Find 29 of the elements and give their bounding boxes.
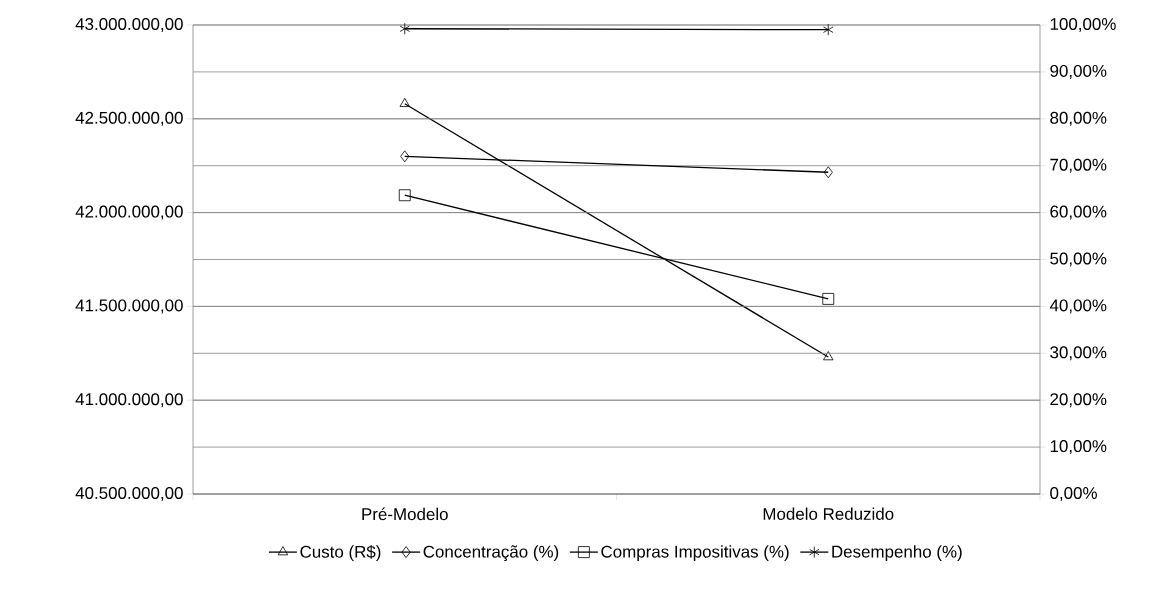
point bbox=[400, 150, 410, 163]
legend-label: Compras Impositivas (%) bbox=[601, 545, 789, 562]
y2-tick-label: 50,00% bbox=[1050, 252, 1107, 267]
y-tick-label: 42.000.000,00 bbox=[75, 205, 183, 220]
point bbox=[823, 166, 833, 179]
y2-tick-label: 40,00% bbox=[1049, 299, 1107, 314]
y2-tick-label: 30,00% bbox=[1050, 346, 1107, 361]
point bbox=[822, 292, 835, 305]
y-tick-label: 42.500.000,00 bbox=[75, 111, 183, 126]
y2-tick-label: 20,00% bbox=[1050, 393, 1107, 408]
y-tick-label: 41.500.000,00 bbox=[75, 299, 183, 314]
x-tick-label: Pré-Modelo bbox=[362, 507, 448, 521]
y2-tick-label: 70,00% bbox=[1050, 158, 1107, 173]
y-tick-label: 43.000.000,00 bbox=[75, 18, 183, 32]
point bbox=[399, 22, 410, 35]
legend-label: Custo (R$) bbox=[300, 545, 381, 562]
y2-tick-label: 60,00% bbox=[1050, 205, 1107, 220]
legend-label: Concentração (%) bbox=[423, 545, 559, 562]
x-tick-label: Modelo Reduzido bbox=[763, 507, 894, 520]
y2-tick-label: 80,00% bbox=[1050, 111, 1107, 126]
y2-tick-label: 90,00% bbox=[1050, 64, 1107, 79]
y2-tick-label: 100,00% bbox=[1050, 18, 1116, 32]
point bbox=[823, 23, 834, 36]
y2-tick-label: 0,00% bbox=[1050, 487, 1097, 501]
y-tick-label: 40.500.000,00 bbox=[75, 487, 183, 501]
legend-label: Desempenho (%) bbox=[832, 545, 962, 562]
y2-tick-label: 10,00% bbox=[1050, 440, 1107, 455]
point bbox=[398, 189, 411, 202]
y-tick-label: 41.000.000,00 bbox=[75, 393, 183, 408]
